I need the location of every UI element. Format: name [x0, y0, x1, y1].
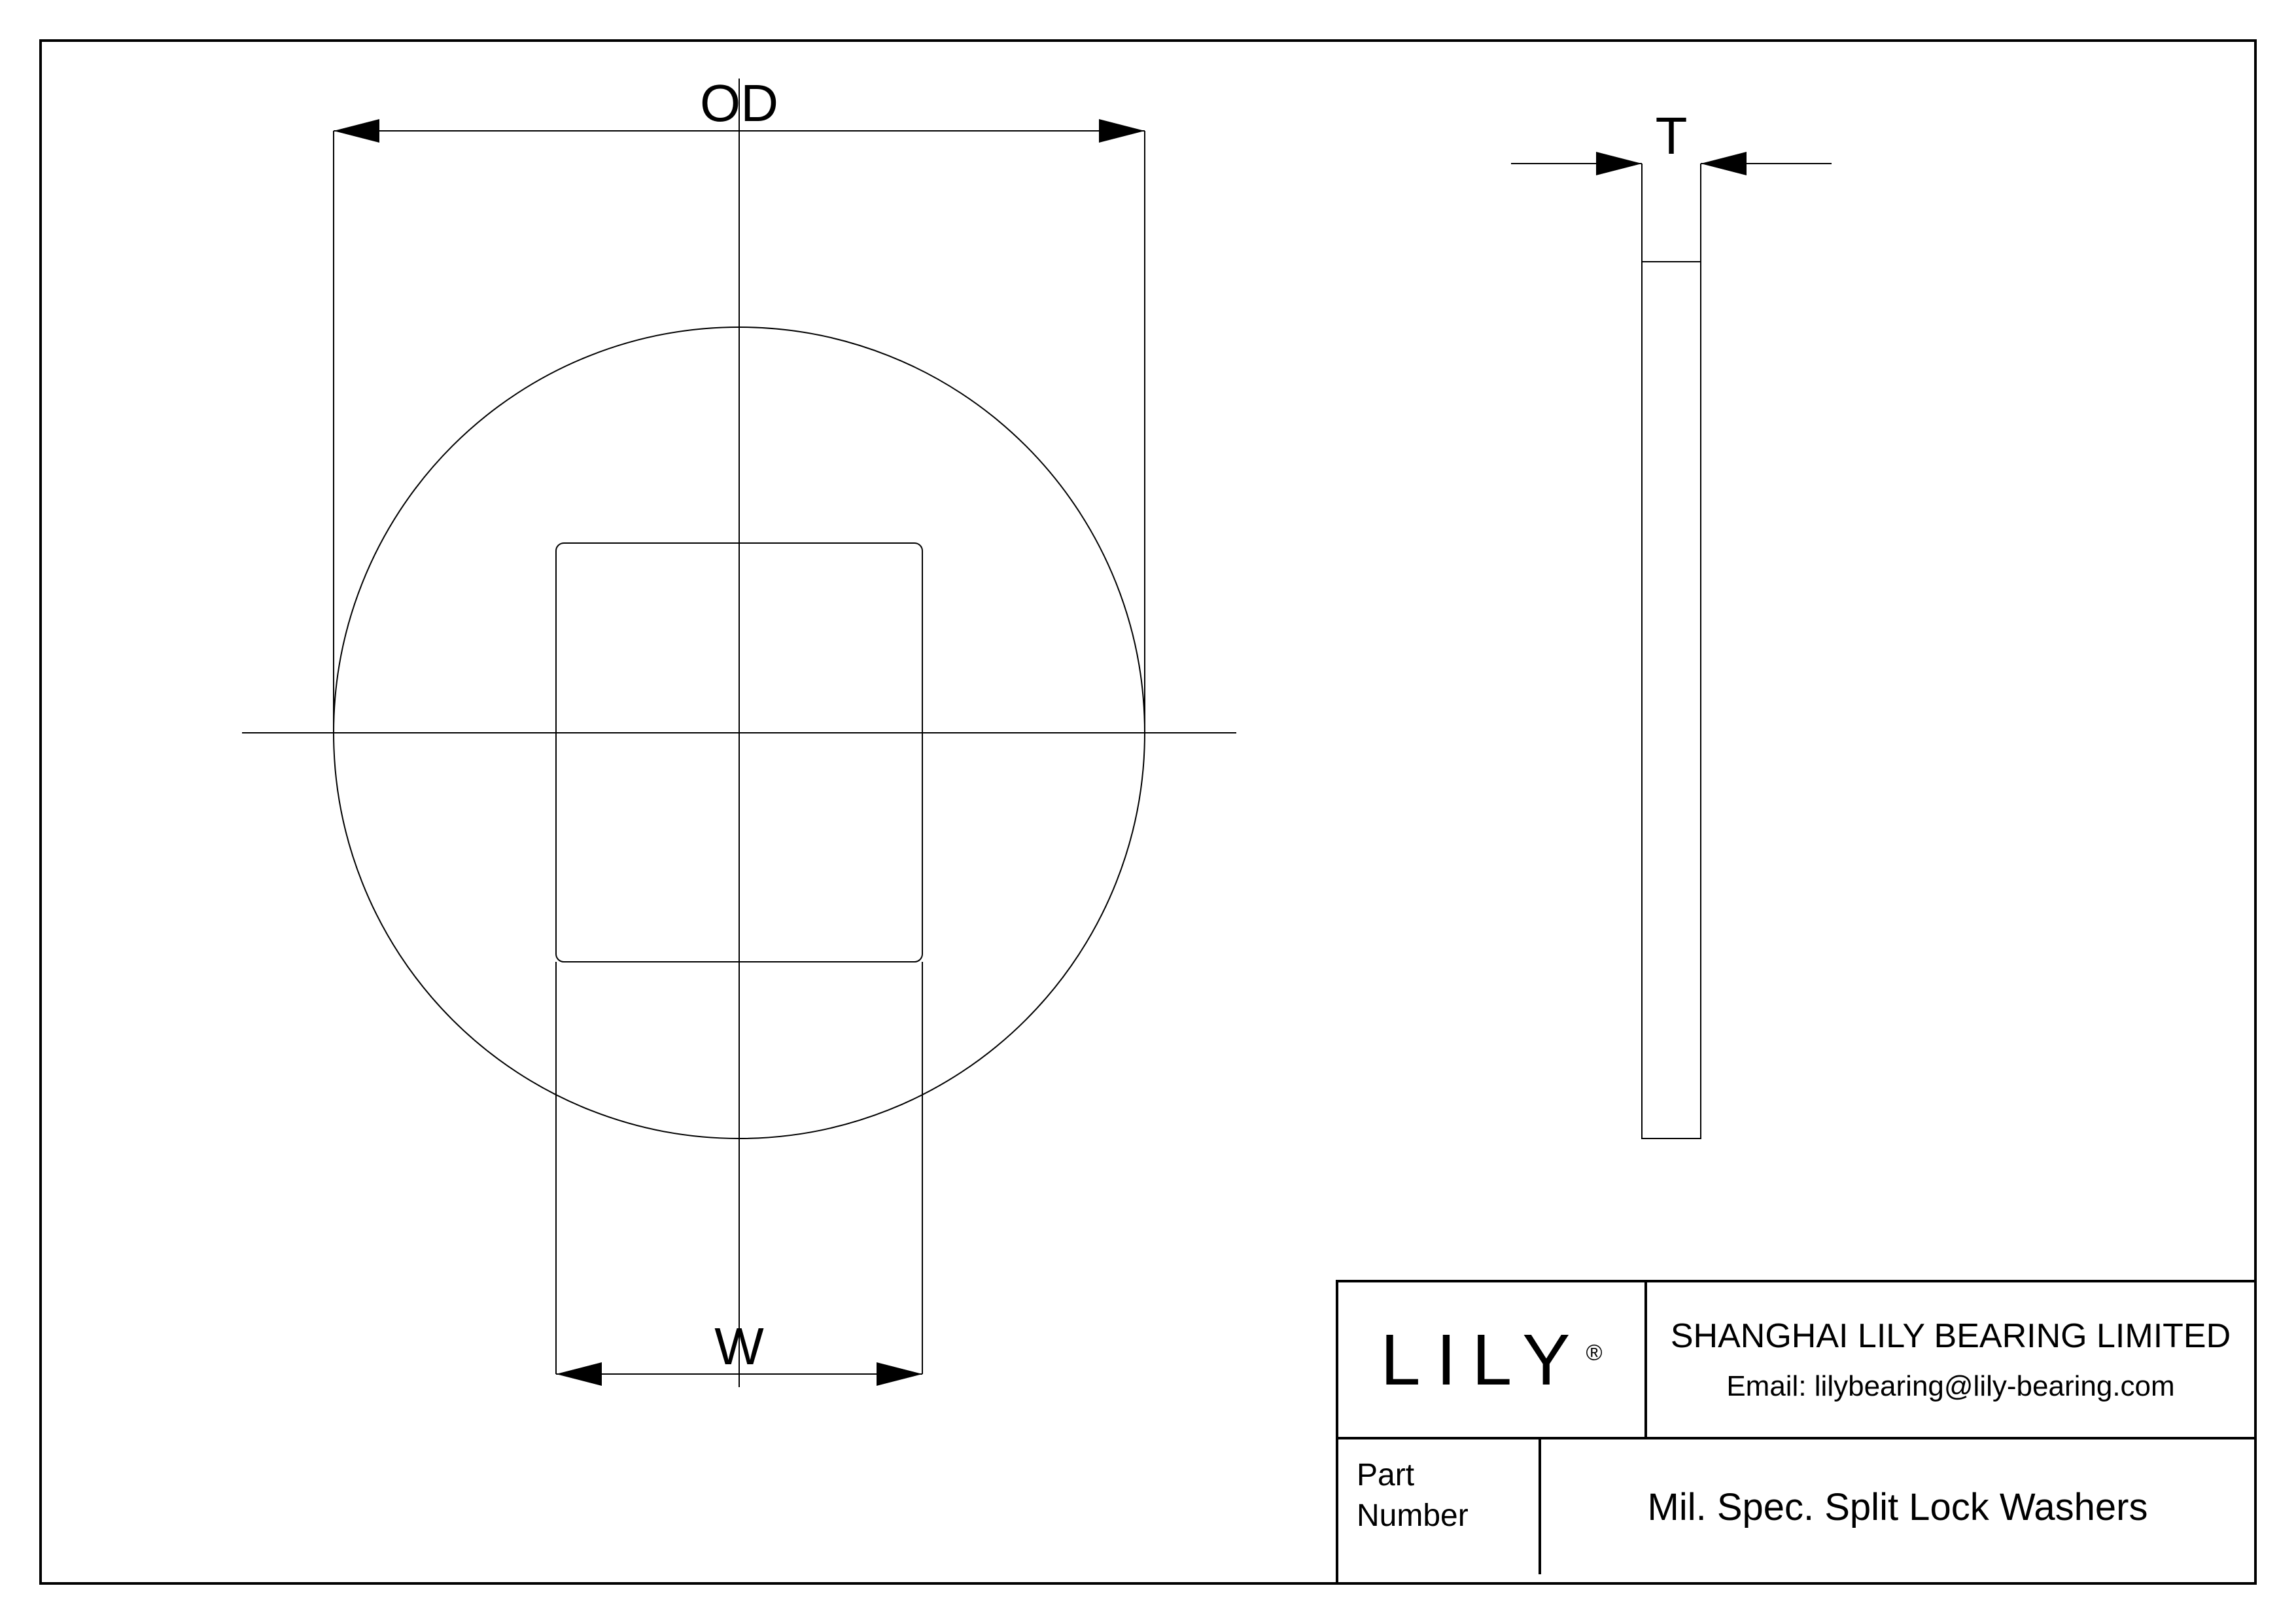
front-view	[242, 79, 1236, 1387]
svg-text:T: T	[1656, 107, 1688, 165]
company-cell: SHANGHAI LILY BEARING LIMITED Email: lil…	[1644, 1282, 2254, 1437]
title-block: LILY® SHANGHAI LILY BEARING LIMITED Emai…	[1336, 1280, 2254, 1582]
svg-text:OD: OD	[700, 74, 778, 132]
part-label-line2: Number	[1357, 1496, 1469, 1536]
company-name: SHANGHAI LILY BEARING LIMITED	[1671, 1316, 2231, 1356]
part-number-label-cell: Part Number	[1338, 1439, 1539, 1582]
logo-text: LILY®	[1380, 1318, 1602, 1402]
part-label-line1: Part	[1357, 1455, 1414, 1496]
logo-registered-mark: ®	[1586, 1340, 1603, 1365]
dimensions: OD W T	[334, 74, 1832, 1386]
company-email: Email: lilybearing@lily-bearing.com	[1726, 1370, 2174, 1403]
logo-cell: LILY®	[1338, 1282, 1644, 1437]
svg-text:W: W	[714, 1317, 764, 1375]
description-text: Mil. Spec. Split Lock Washers	[1648, 1485, 2148, 1529]
description-cell: Mil. Spec. Split Lock Washers	[1539, 1439, 2254, 1574]
logo-name: LILY	[1380, 1320, 1586, 1400]
side-view	[1642, 262, 1701, 1139]
